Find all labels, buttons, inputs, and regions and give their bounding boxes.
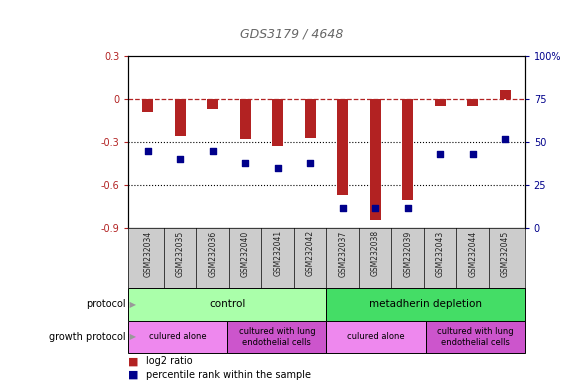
Text: GDS3179 / 4648: GDS3179 / 4648: [240, 27, 343, 40]
Text: ■: ■: [128, 370, 142, 380]
Point: [501, 136, 510, 142]
Bar: [272, 99, 283, 146]
Bar: [500, 90, 511, 99]
Bar: [128, 288, 326, 321]
Bar: [227, 321, 326, 353]
Bar: [142, 99, 153, 112]
Text: ■: ■: [128, 356, 142, 366]
Bar: [326, 288, 525, 321]
Text: metadherin depletion: metadherin depletion: [369, 299, 482, 310]
Text: GSM232045: GSM232045: [501, 230, 510, 276]
Text: GSM232036: GSM232036: [208, 230, 217, 276]
Bar: [128, 321, 227, 353]
Bar: [337, 99, 349, 195]
Bar: [207, 99, 219, 109]
Text: GSM232042: GSM232042: [305, 230, 315, 276]
Text: ▶: ▶: [127, 300, 136, 309]
Text: growth protocol: growth protocol: [49, 332, 125, 342]
Text: GSM232040: GSM232040: [241, 230, 250, 276]
Text: control: control: [209, 299, 245, 310]
Text: GSM232043: GSM232043: [436, 230, 445, 276]
Bar: [174, 99, 186, 136]
Point: [338, 205, 347, 211]
Text: protocol: protocol: [86, 299, 125, 310]
Text: GSM232044: GSM232044: [468, 230, 477, 276]
Text: culured alone: culured alone: [347, 333, 405, 341]
Bar: [402, 99, 413, 200]
Text: ▶: ▶: [127, 333, 136, 341]
Point: [403, 205, 412, 211]
Text: percentile rank within the sample: percentile rank within the sample: [146, 370, 311, 380]
Text: cultured with lung
endothelial cells: cultured with lung endothelial cells: [437, 327, 514, 347]
Text: GSM232035: GSM232035: [175, 230, 185, 276]
Bar: [426, 321, 525, 353]
Text: GSM232037: GSM232037: [338, 230, 347, 276]
Text: GSM232034: GSM232034: [143, 230, 152, 276]
Point: [208, 148, 217, 154]
Point: [371, 205, 380, 211]
Point: [143, 148, 152, 154]
Bar: [434, 99, 446, 106]
Text: GSM232039: GSM232039: [403, 230, 412, 276]
Point: [175, 156, 185, 162]
Bar: [370, 99, 381, 220]
Text: log2 ratio: log2 ratio: [146, 356, 192, 366]
Point: [468, 151, 477, 157]
Point: [305, 160, 315, 166]
Text: GSM232041: GSM232041: [273, 230, 282, 276]
Bar: [304, 99, 316, 138]
Text: culured alone: culured alone: [149, 333, 206, 341]
Point: [273, 165, 282, 171]
Bar: [240, 99, 251, 139]
Point: [436, 151, 445, 157]
Bar: [467, 99, 479, 106]
Bar: [326, 321, 426, 353]
Text: GSM232038: GSM232038: [371, 230, 380, 276]
Text: cultured with lung
endothelial cells: cultured with lung endothelial cells: [238, 327, 315, 347]
Point: [241, 160, 250, 166]
